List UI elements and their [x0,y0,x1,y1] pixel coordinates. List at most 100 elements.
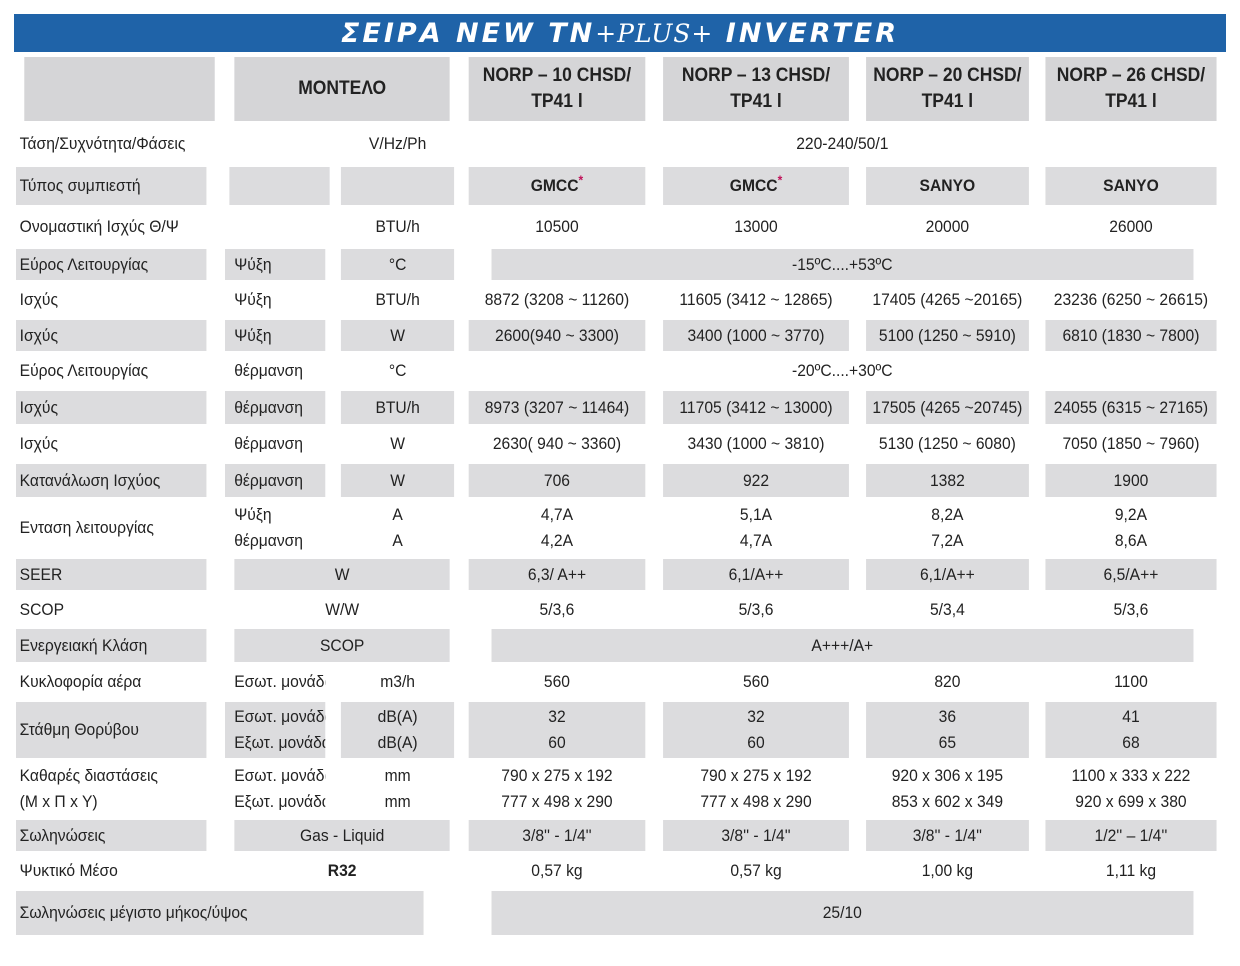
cool-w-mode: Ψύξη [225,320,326,351]
consumption-4: 1900 [1045,464,1217,497]
refrigerant-label: Ψυκτικό Μέσο [19,861,118,880]
model-2-line2: TP41 l [730,91,783,112]
heat-btu-unit: BTU/h [341,391,455,424]
noise-1-outdoor: 60 [548,733,567,752]
row-range-cool: Εύρος Λειτουργίας Ψύξη °C -15ºC....+53ºC [16,249,1224,280]
cool-btu-4: 23236 (6250 ~ 26615) [1053,290,1209,309]
spec-table: ΜΟΝΤΕΛΟ NORP – 10 CHSD/TP41 l NORP – 13 … [14,54,1226,938]
current-1-heat: 4,2A [541,531,574,550]
dimensions-modes: Εσωτ. μονάδα Εξωτ. μονάδα [225,761,325,817]
heat-w-2: 3430 (1000 ~ 3810) [687,434,825,453]
noise-units: dB(A) dB(A) [341,702,455,758]
series-title-banner: ΣΕΙΡΑ NEW TN+PLUS+ INVERTER [14,14,1226,52]
energy-value: A+++/A+ [491,629,1194,662]
consumption-3: 1382 [866,464,1030,497]
scop-1: 5/3,6 [539,599,575,619]
nominal-2: 13000 [734,217,779,236]
noise-2-indoor: 32 [747,707,766,726]
cool-w-2: 3400 (1000 ~ 3770) [663,320,850,351]
current-4-cool: 9,2A [1114,505,1148,524]
dimensions-mode-indoor: Εσωτ. μονάδα [234,766,326,785]
cool-w-1: 2600(940 ~ 3300) [469,320,646,351]
noise-mode-indoor: Εσωτ. μονάδα [234,707,326,726]
heat-w-label: Ισχύς [19,434,58,453]
range-cool-value: -15ºC....+53ºC [491,249,1194,280]
range-cool-mode: Ψύξη [225,249,326,280]
seer-unit: W [234,559,451,590]
noise-4: 41 68 [1045,702,1217,758]
dimensions-units: mm mm [341,761,454,817]
title-plus: +PLUS+ [595,19,714,48]
title-post: INVERTER [713,18,900,49]
dimensions-unit-indoor: mm [384,766,411,785]
cool-btu-3: 17405 (4265 ~20165) [872,290,1023,309]
model-2-line1: NORP – 13 CHSD/ [682,65,831,86]
cool-btu-label: Ισχύς [19,290,58,309]
row-consumption: Κατανάλωση Ισχύος θέρμανση W 706 922 138… [16,464,1224,497]
current-mode-heat: θέρμανση [234,531,304,550]
dimensions-2: 790 x 275 x 192 777 x 498 x 290 [663,761,849,817]
dimensions-1-outdoor: 777 x 498 x 290 [501,792,614,811]
noise-2-outdoor: 60 [747,733,766,752]
current-label: Ενταση λειτουργίας [19,518,154,537]
seer-4: 6,5/A++ [1045,559,1217,590]
header-blank [24,57,215,121]
current-1-cool: 4,7A [541,505,574,524]
dimensions-label-line1: Καθαρές διαστάσεις [19,766,158,785]
noise-modes: Εσωτ. μονάδα Εξωτ. μονάδα [225,702,326,758]
heat-btu-label: Ισχύς [16,391,207,424]
row-cool-btu: Ισχύς Ψύξη BTU/h 8872 (3208 ~ 11260) 116… [16,283,1224,317]
heat-w-3: 5130 (1250 ~ 6080) [879,434,1017,453]
model-2: NORP – 13 CHSD/TP41 l [663,57,850,121]
cool-btu-mode: Ψύξη [234,290,272,309]
piping-label: Σωληνώσεις [16,820,207,851]
row-scop: SCOP W/W 5/3,6 5/3,6 5/3,4 5/3,6 [16,593,1224,626]
scop-2: 5/3,6 [738,599,774,619]
range-heat-value: -20ºC....+30ºC [792,361,893,380]
heat-btu-4: 24055 (6315 ~ 27165) [1045,391,1217,424]
noise-unit-indoor: dB(A) [377,707,418,726]
noise-1-indoor: 32 [548,707,567,726]
piping-4: 1/2'' – 1/4'' [1045,820,1217,851]
scop-4: 5/3,6 [1113,599,1149,619]
current-mode-cool: Ψύξη [234,505,272,524]
row-cool-w: Ισχύς Ψύξη W 2600(940 ~ 3300) 3400 (1000… [16,320,1224,351]
nominal-3: 20000 [925,217,970,236]
heat-w-unit: W [390,434,406,453]
current-1: 4,7A 4,2A [469,500,646,556]
row-compressor: Τύπος συμπιεστή GMCC* GMCC* SANYO SANYO [16,167,1224,205]
cool-w-unit: W [341,320,455,351]
dimensions-4-outdoor: 920 x 699 x 380 [1075,792,1187,811]
dimensions-label: Καθαρές διαστάσεις (M x Π x Y) [16,761,206,817]
row-energy: Ενεργειακή Κλάση SCOP A+++/A+ [16,629,1224,662]
airflow-3: 820 [934,672,961,691]
seer-3: 6,1/A++ [866,559,1030,590]
current-4-heat: 8,6A [1114,531,1148,550]
compressor-2: GMCC* [663,167,850,205]
model-3-line1: NORP – 20 CHSD/ [873,65,1022,86]
heat-w-4: 7050 (1850 ~ 7960) [1062,434,1200,453]
refrigerant-1: 0,57 kg [531,861,584,880]
noise-4-outdoor: 68 [1122,733,1140,752]
noise-2: 32 60 [663,702,850,758]
airflow-4: 1100 [1114,672,1148,691]
model-4-line2: TP41 l [1105,91,1157,112]
airflow-unit: m3/h [380,672,416,691]
row-nominal: Ονομαστική Ισχύς Θ/Ψ BTU/h 10500 13000 2… [16,208,1224,246]
max-length-value: 25/10 [491,891,1194,935]
model-3-line2: TP41 l [921,91,974,112]
dimensions-4: 1100 x 333 x 222 920 x 699 x 380 [1046,761,1217,817]
model-1: NORP – 10 CHSD/TP41 l [469,57,646,121]
noise-3: 36 65 [866,702,1030,758]
model-1-line2: TP41 l [531,91,584,112]
compressor-2-star: * [777,172,783,188]
compressor-1-star: * [578,172,584,188]
dimensions-1: 790 x 275 x 192 777 x 498 x 290 [469,761,646,817]
noise-unit-outdoor: dB(A) [377,733,418,752]
row-range-heat: Εύρος Λειτουργίας θέρμανση °C -20ºC....+… [16,354,1224,388]
seer-label: SEER [16,559,207,590]
range-heat-mode: θέρμανση [234,361,304,380]
compressor-3: SANYO [866,167,1030,205]
